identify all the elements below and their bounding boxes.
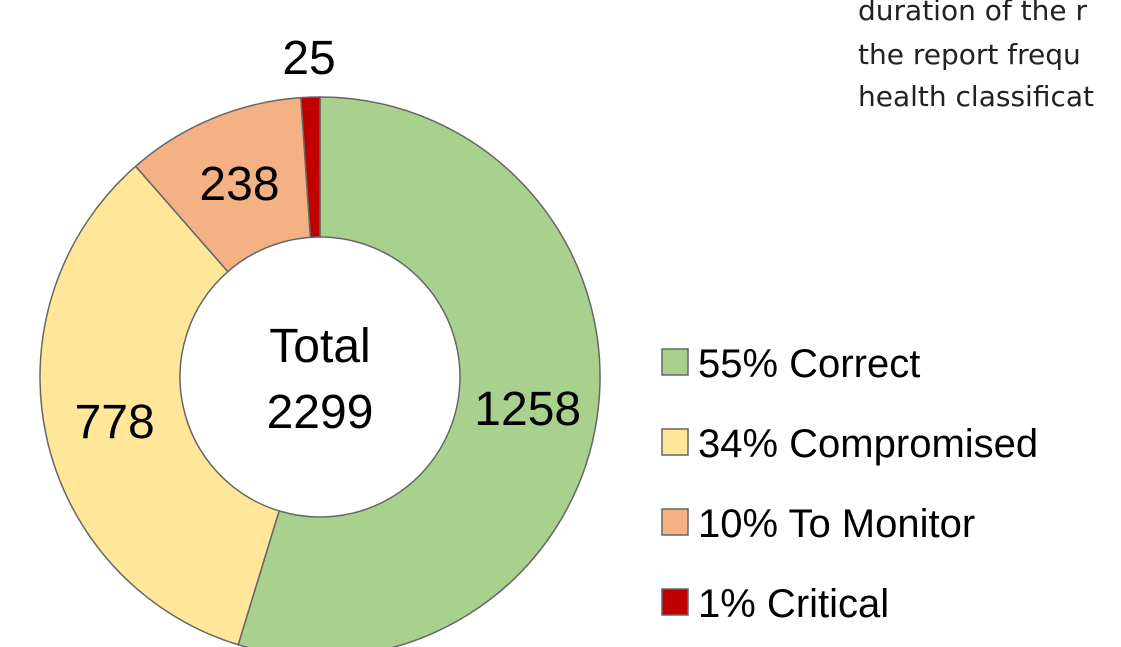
legend-label: 10% To Monitor	[698, 502, 975, 546]
legend-label: 34% Compromised	[698, 422, 1038, 466]
data-label: 1258	[474, 383, 581, 436]
legend-label: 55% Correct	[698, 342, 920, 386]
legend-swatch	[661, 348, 689, 376]
legend-swatch	[661, 428, 689, 456]
donut-slice	[237, 96, 601, 647]
data-label: 238	[199, 158, 279, 211]
donut-slice	[39, 165, 281, 646]
donut-slice	[300, 96, 321, 239]
annotation: health classificat	[858, 80, 1094, 113]
center-label: Total	[269, 320, 370, 373]
data-label: 778	[75, 396, 155, 449]
data-label: 25	[282, 32, 335, 85]
legend-swatch	[661, 588, 689, 616]
annotation: the report frequ	[858, 38, 1081, 71]
legend-label: 1% Critical	[698, 582, 889, 626]
legend-swatch	[661, 508, 689, 536]
center-total: 2299	[267, 386, 374, 439]
annotation: duration of the r	[858, 0, 1087, 27]
